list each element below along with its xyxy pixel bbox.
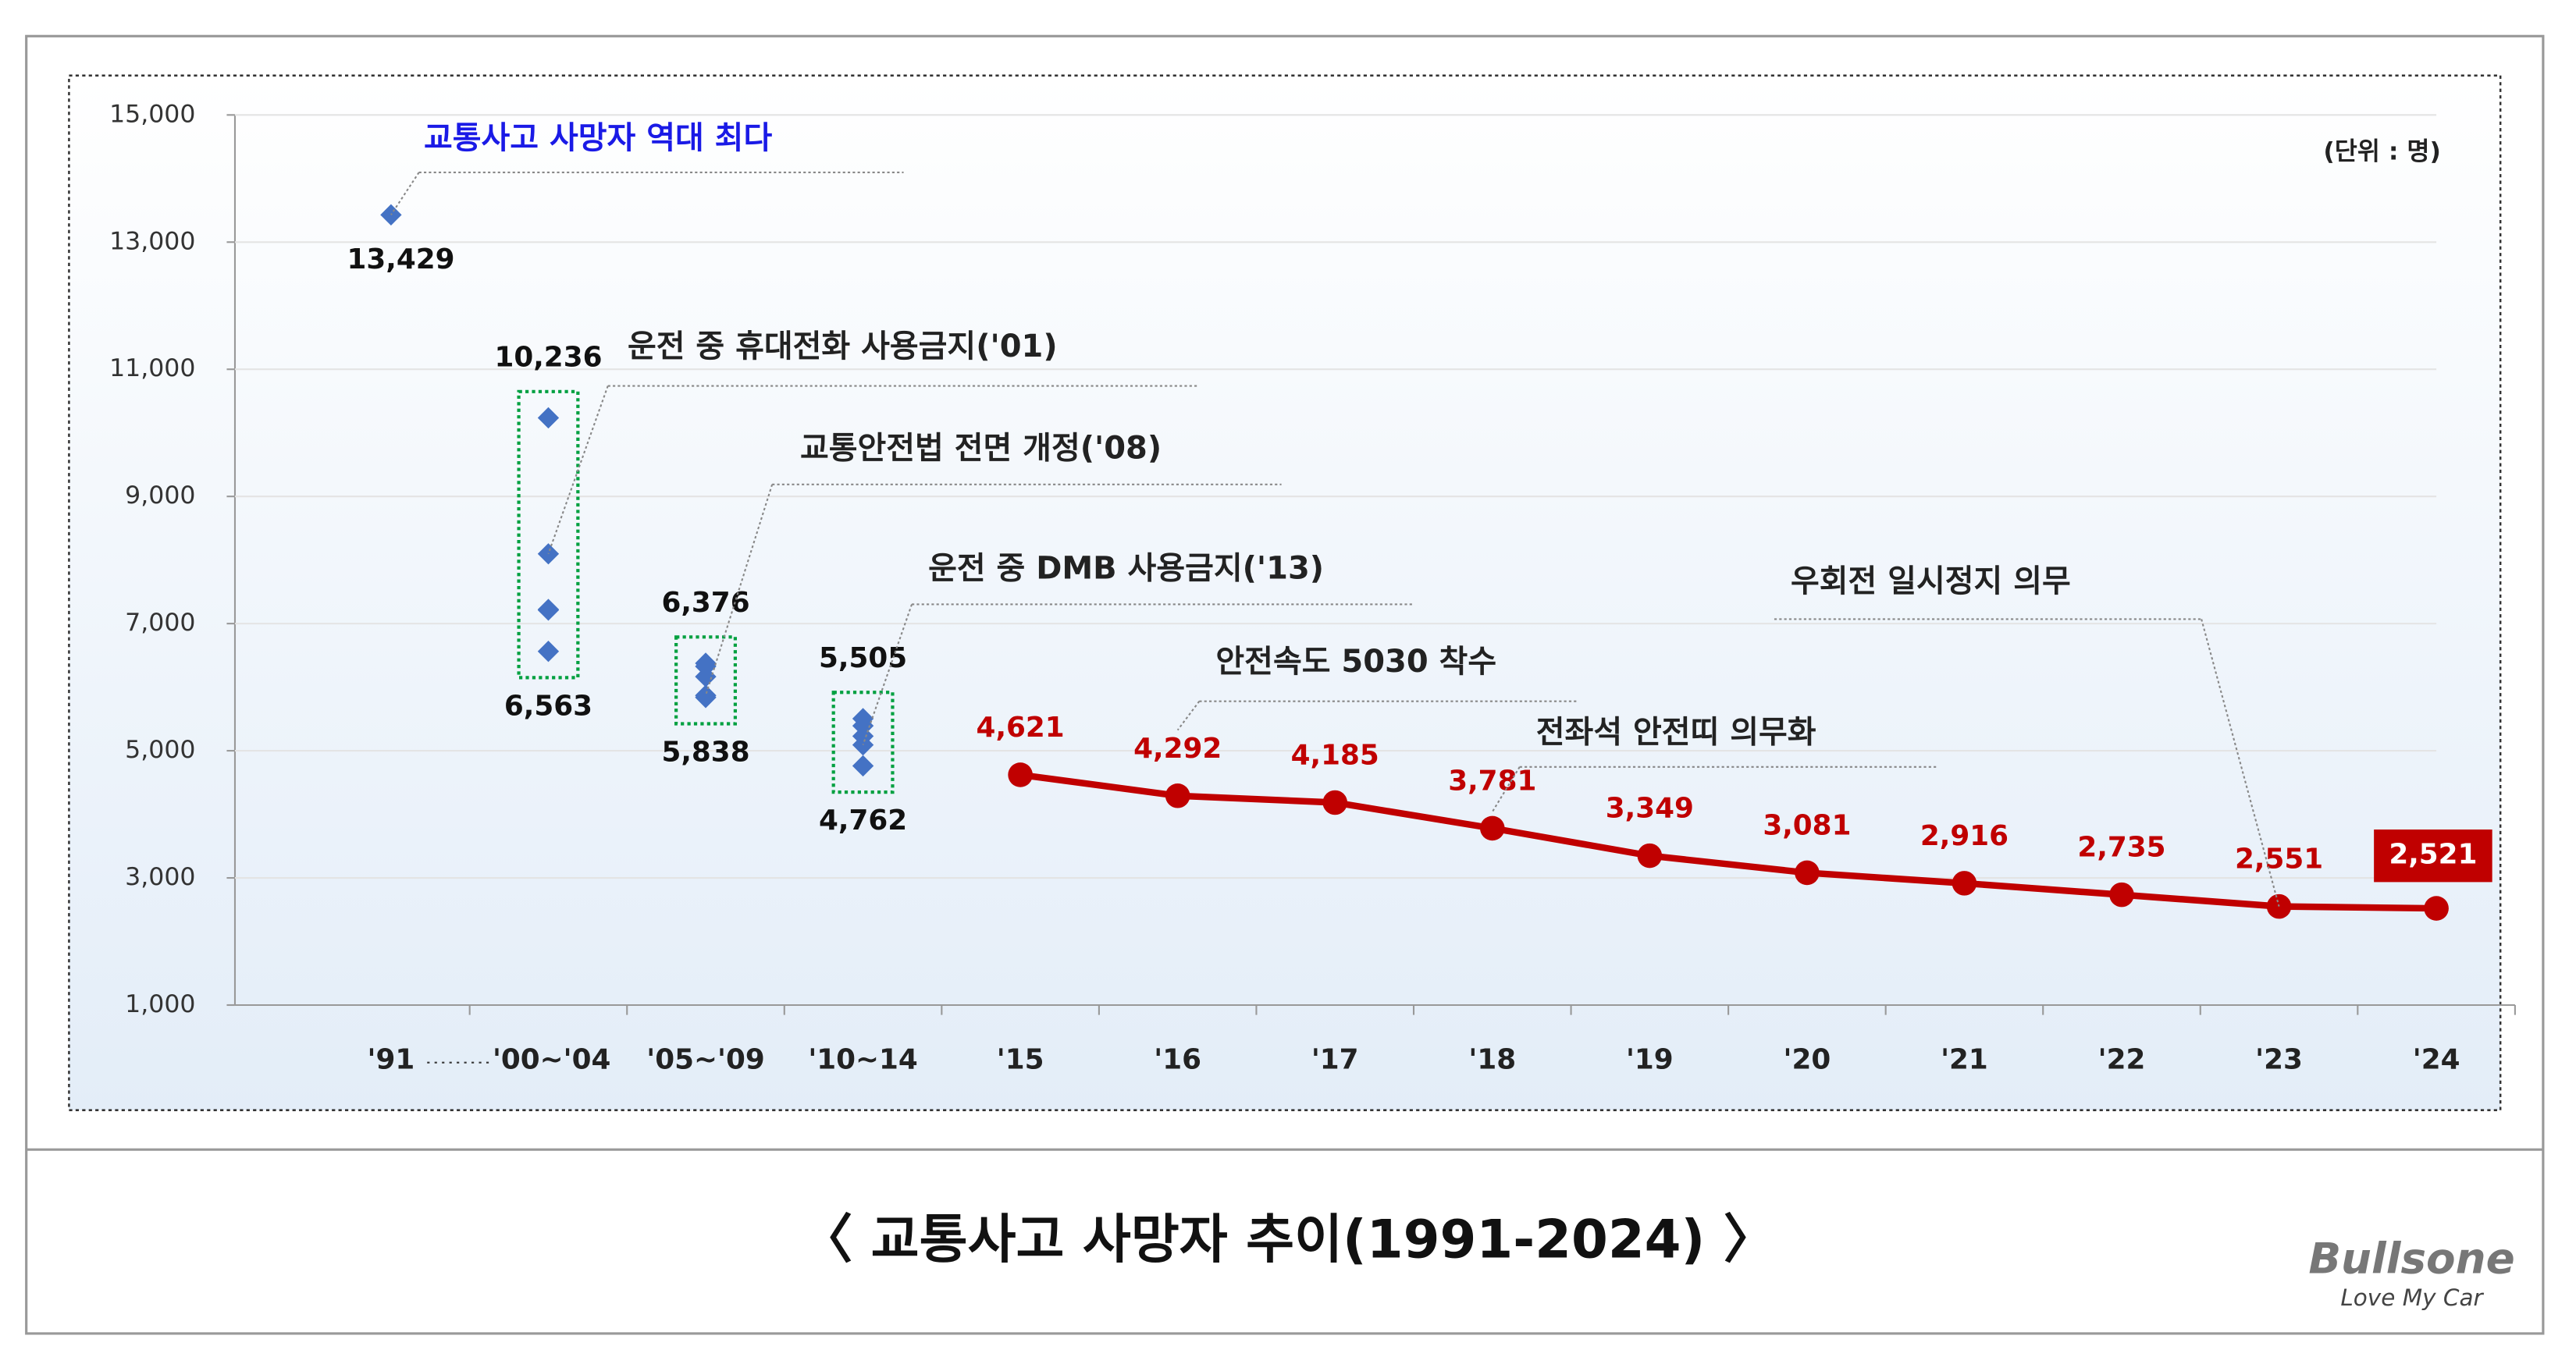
data-label: 10,236	[494, 342, 602, 374]
data-point	[1952, 871, 1977, 896]
data-point	[537, 407, 560, 429]
data-label: 2,916	[1920, 820, 2008, 852]
data-label: 4,762	[819, 805, 907, 837]
data-point	[695, 666, 717, 687]
data-point	[1322, 790, 1348, 815]
data-point	[1795, 860, 1820, 886]
x-tick-label: '21	[1941, 1044, 1988, 1076]
x-tick-label: '00~'04	[493, 1044, 610, 1076]
annotation: 운전 중 휴대전화 사용금지('01)	[628, 329, 1058, 364]
y-tick-label: 5,000	[125, 736, 195, 764]
data-point	[537, 599, 560, 621]
plot-frame	[68, 74, 2502, 1111]
x-tick-label: '16	[1154, 1044, 1201, 1076]
data-label: 6,376	[661, 587, 749, 619]
y-tick-label: 11,000	[109, 354, 195, 382]
annotation-leader	[390, 172, 420, 215]
x-tick-label: '15	[997, 1044, 1044, 1076]
x-tick-label: '05~'09	[646, 1044, 764, 1076]
y-tick-label: 7,000	[125, 609, 195, 637]
annotation: 우회전 일시정지 의무	[1791, 563, 2071, 599]
y-tick-label: 1,000	[125, 990, 195, 1018]
annotation-leader	[2201, 619, 2280, 907]
annotation: 안전속도 5030 착수	[1215, 644, 1496, 680]
annotation-leader	[705, 484, 774, 696]
data-point	[1480, 815, 1505, 841]
data-point	[2424, 896, 2449, 921]
data-label: 5,505	[819, 642, 907, 674]
y-tick-label: 15,000	[109, 100, 195, 128]
y-tick-label: 13,000	[109, 227, 195, 255]
data-point	[2109, 882, 2134, 908]
x-tick-label: '19	[1626, 1044, 1674, 1076]
data-point	[537, 641, 560, 663]
data-label: 2,551	[2235, 844, 2323, 876]
x-tick-label: '91	[368, 1044, 415, 1076]
line	[1019, 771, 2437, 912]
annotation-leader	[862, 604, 913, 745]
group-box	[517, 389, 580, 680]
annotation-leader	[1491, 766, 1521, 812]
data-label-box	[2374, 829, 2492, 883]
x-tick-label: '23	[2255, 1044, 2303, 1076]
data-label: 4,292	[1133, 733, 1222, 765]
data-point	[695, 687, 717, 709]
group-box	[674, 635, 738, 726]
x-tick-label: '20	[1784, 1044, 1831, 1076]
annotation-leader	[547, 385, 609, 555]
x-tick-label: '17	[1311, 1044, 1359, 1076]
data-label: 3,081	[1763, 810, 1851, 842]
y-tick-label: 9,000	[125, 481, 195, 510]
x-tick-label: '10~14	[808, 1044, 917, 1076]
data-label: 5,838	[661, 736, 749, 768]
brand-slogan: Love My Car	[2340, 1284, 2484, 1311]
data-point	[1008, 762, 1033, 787]
data-label: 3,781	[1448, 765, 1536, 797]
data-label: 4,185	[1291, 740, 1379, 772]
annotation: 운전 중 DMB 사용금지('13)	[928, 550, 1324, 586]
unit-label: (단위 : 명)	[2323, 138, 2441, 166]
data-label: 2,521	[2389, 839, 2477, 871]
caption: 〈 교통사고 사망자 추이(1991-2024) 〉	[800, 1209, 1776, 1270]
data-label: 4,621	[977, 712, 1065, 744]
brand-name: Bullsone	[2308, 1233, 2514, 1283]
data-point	[1165, 783, 1190, 808]
data-point	[1637, 843, 1663, 869]
data-point	[852, 755, 874, 777]
data-label: 6,563	[504, 690, 592, 722]
annotation-leader	[1176, 701, 1201, 731]
annotation: 교통안전법 전면 개정('08)	[800, 431, 1162, 467]
data-label: 3,349	[1606, 793, 1694, 825]
data-label: 13,429	[347, 243, 455, 275]
annotation: 교통사고 사망자 역대 최다	[424, 120, 772, 156]
x-tick-label: '18	[1468, 1044, 1516, 1076]
x-tick-label: '22	[2098, 1044, 2146, 1076]
data-label: 2,735	[2077, 832, 2165, 864]
y-tick-label: 3,000	[125, 863, 195, 891]
x-tick-label: '24	[2413, 1044, 2460, 1076]
annotation: 전좌석 안전띠 의무화	[1536, 715, 1816, 751]
group-box	[831, 691, 895, 794]
